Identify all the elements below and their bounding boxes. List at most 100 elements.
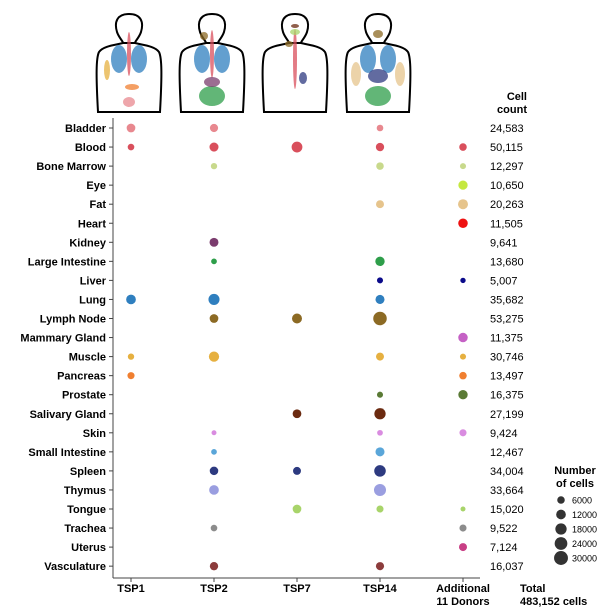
tissue-label-prostate: Prostate	[62, 390, 106, 402]
tissue-label-fat: Fat	[90, 199, 107, 211]
cell-count-liver: 5,007	[490, 275, 518, 287]
dot-spleen-tsp2	[209, 466, 219, 476]
dot-tongue-additional-11-donors	[460, 506, 466, 512]
cell-count-small-intestine: 12,467	[490, 447, 524, 459]
cell-count-lymph-node: 53,275	[490, 314, 524, 326]
total-cells-label: Total	[520, 583, 545, 595]
dot-fat-additional-11-donors	[458, 199, 468, 210]
cell-count-fat: 20,263	[490, 199, 524, 211]
dot-spleen-tsp14	[374, 465, 386, 477]
cell-count-thymus: 33,664	[490, 485, 524, 497]
donor-label-additional-11-donors: Additional	[436, 583, 490, 595]
size-legend-dot	[555, 523, 567, 535]
cell-count-salivary-gland: 27,199	[490, 409, 524, 421]
tissue-label-lymph-node: Lymph Node	[40, 314, 106, 326]
dot-small-intestine-tsp2	[211, 448, 217, 455]
dot-blood-tsp2	[209, 142, 219, 152]
dot-vasculature-tsp14	[375, 562, 385, 571]
dot-bladder-tsp1	[126, 123, 136, 133]
size-legend-dot	[554, 537, 568, 550]
tissue-label-heart: Heart	[78, 218, 106, 230]
tissue-label-trachea: Trachea	[64, 523, 106, 535]
dot-pancreas-additional-11-donors	[459, 371, 467, 380]
cell-count-bladder: 24,583	[490, 123, 524, 135]
tissue-label-vasculature: Vasculature	[44, 561, 106, 573]
dot-small-intestine-tsp14	[375, 447, 385, 457]
cell-count-trachea: 9,522	[490, 523, 518, 535]
cell-count-blood: 50,115	[490, 142, 523, 154]
tissue-label-uterus: Uterus	[71, 542, 106, 554]
body-illustration-3	[261, 12, 329, 113]
dot-tongue-tsp7	[292, 504, 302, 514]
tissue-label-salivary-gland: Salivary Gland	[30, 409, 106, 421]
dot-trachea-additional-11-donors	[459, 524, 467, 532]
dot-tongue-tsp14	[376, 505, 384, 513]
size-legend-label: 24000	[572, 539, 597, 549]
size-legend-title: of cells	[556, 478, 594, 490]
size-legend-dot	[557, 496, 565, 504]
donor-label-tsp7: TSP7	[283, 583, 311, 595]
tissue-label-skin: Skin	[83, 428, 107, 440]
dot-heart-additional-11-donors	[458, 218, 468, 229]
donor-label-additional-11-donors: 11 Donors	[436, 596, 489, 608]
donor-label-tsp14: TSP14	[363, 583, 398, 595]
dot-bladder-tsp14	[376, 124, 384, 132]
tissue-label-large-intestine: Large Intestine	[28, 256, 106, 268]
dot-bone-marrow-additional-11-donors	[459, 163, 467, 170]
tissue-label-bone-marrow: Bone Marrow	[36, 161, 106, 173]
tissue-label-bladder: Bladder	[65, 123, 107, 135]
dot-lung-tsp2	[208, 293, 220, 305]
dot-prostate-tsp14	[376, 391, 384, 398]
tissue-label-blood: Blood	[75, 142, 106, 154]
cell-count-header: count	[497, 104, 527, 116]
dot-pancreas-tsp1	[127, 372, 135, 380]
dot-spleen-tsp7	[293, 466, 301, 475]
dot-mammary-gland-additional-11-donors	[458, 332, 468, 343]
dot-lung-tsp1	[126, 294, 136, 305]
dot-layer	[126, 123, 468, 571]
dot-kidney-tsp2	[209, 237, 219, 247]
dot-liver-additional-11-donors	[460, 277, 466, 284]
dot-vasculature-tsp2	[209, 561, 219, 571]
dot-muscle-tsp2	[208, 351, 220, 362]
cell-count-prostate: 16,375	[490, 390, 524, 402]
dot-large-intestine-tsp2	[211, 258, 217, 265]
tissue-label-tongue: Tongue	[67, 504, 106, 516]
dot-lymph-node-tsp7	[292, 313, 302, 324]
dot-blood-additional-11-donors	[459, 143, 467, 151]
dot-lung-tsp14	[375, 294, 385, 304]
dot-skin-additional-11-donors	[459, 429, 467, 437]
size-legend-label: 18000	[572, 525, 597, 535]
cell-count-bone-marrow: 12,297	[490, 161, 524, 173]
tissue-labels: Bladder Blood Bone Marrow Eye Fat Heart Kidney…	[20, 123, 106, 573]
size-legend-label: 6000	[572, 496, 592, 506]
dot-muscle-tsp14	[376, 352, 384, 361]
dot-bladder-tsp2	[209, 123, 219, 133]
dot-thymus-tsp14	[373, 483, 387, 496]
cell-count-lung: 35,682	[490, 294, 524, 306]
dot-salivary-gland-tsp14	[374, 408, 386, 420]
tissue-label-small-intestine: Small Intestine	[28, 447, 106, 459]
tissue-label-eye: Eye	[86, 180, 106, 192]
dot-salivary-gland-tsp7	[292, 409, 302, 419]
dot-bone-marrow-tsp14	[376, 162, 384, 170]
dot-fat-tsp14	[376, 200, 384, 209]
dot-uterus-additional-11-donors	[459, 543, 467, 552]
size-legend-label: 12000	[572, 510, 597, 520]
cell-count-spleen: 34,004	[490, 466, 524, 478]
size-legend-label: 30000	[572, 554, 597, 564]
donor-label-tsp1: TSP1	[117, 583, 145, 595]
total-cells-label: 483,152 cells	[520, 596, 587, 608]
cell-count-header: Cell	[507, 91, 527, 103]
size-legend-title: Number	[554, 465, 596, 477]
tissue-label-liver: Liver	[80, 275, 107, 287]
size-legend-dot	[556, 509, 566, 520]
dot-lymph-node-tsp14	[373, 311, 387, 326]
body-illustration-2	[178, 12, 246, 113]
dot-skin-tsp2	[211, 430, 217, 436]
tissue-label-pancreas: Pancreas	[57, 371, 106, 383]
cell-count-mammary-gland: 11,375	[490, 333, 523, 345]
